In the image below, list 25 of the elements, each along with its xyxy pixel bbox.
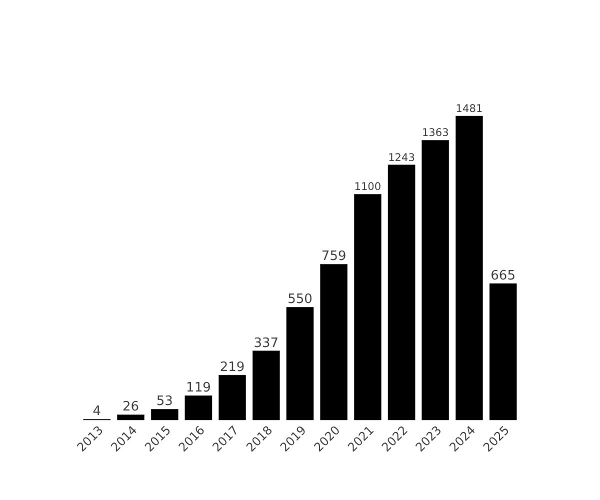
bar [354,194,382,420]
bar [489,283,517,420]
bar [252,350,280,420]
data-label: 4 [92,404,102,420]
data-label: 1481 [456,103,483,115]
data-label: 1243 [388,152,415,164]
bar [218,374,246,420]
data-label: 550 [288,292,312,308]
data-label: 759 [321,249,346,264]
bar [150,408,178,420]
data-label: 1100 [354,181,382,194]
data-label: 1363 [422,127,449,140]
bar [184,395,212,420]
data-label: 53 [156,394,173,410]
bar [286,306,314,420]
bar [117,414,144,420]
data-label: 26 [122,400,140,415]
bar [320,264,348,420]
bar [456,116,483,420]
data-label: 665 [490,268,516,284]
bar [388,164,416,420]
bar [422,140,450,420]
data-label: 337 [254,336,279,351]
data-label: 219 [220,360,245,376]
data-label: 119 [186,380,211,396]
